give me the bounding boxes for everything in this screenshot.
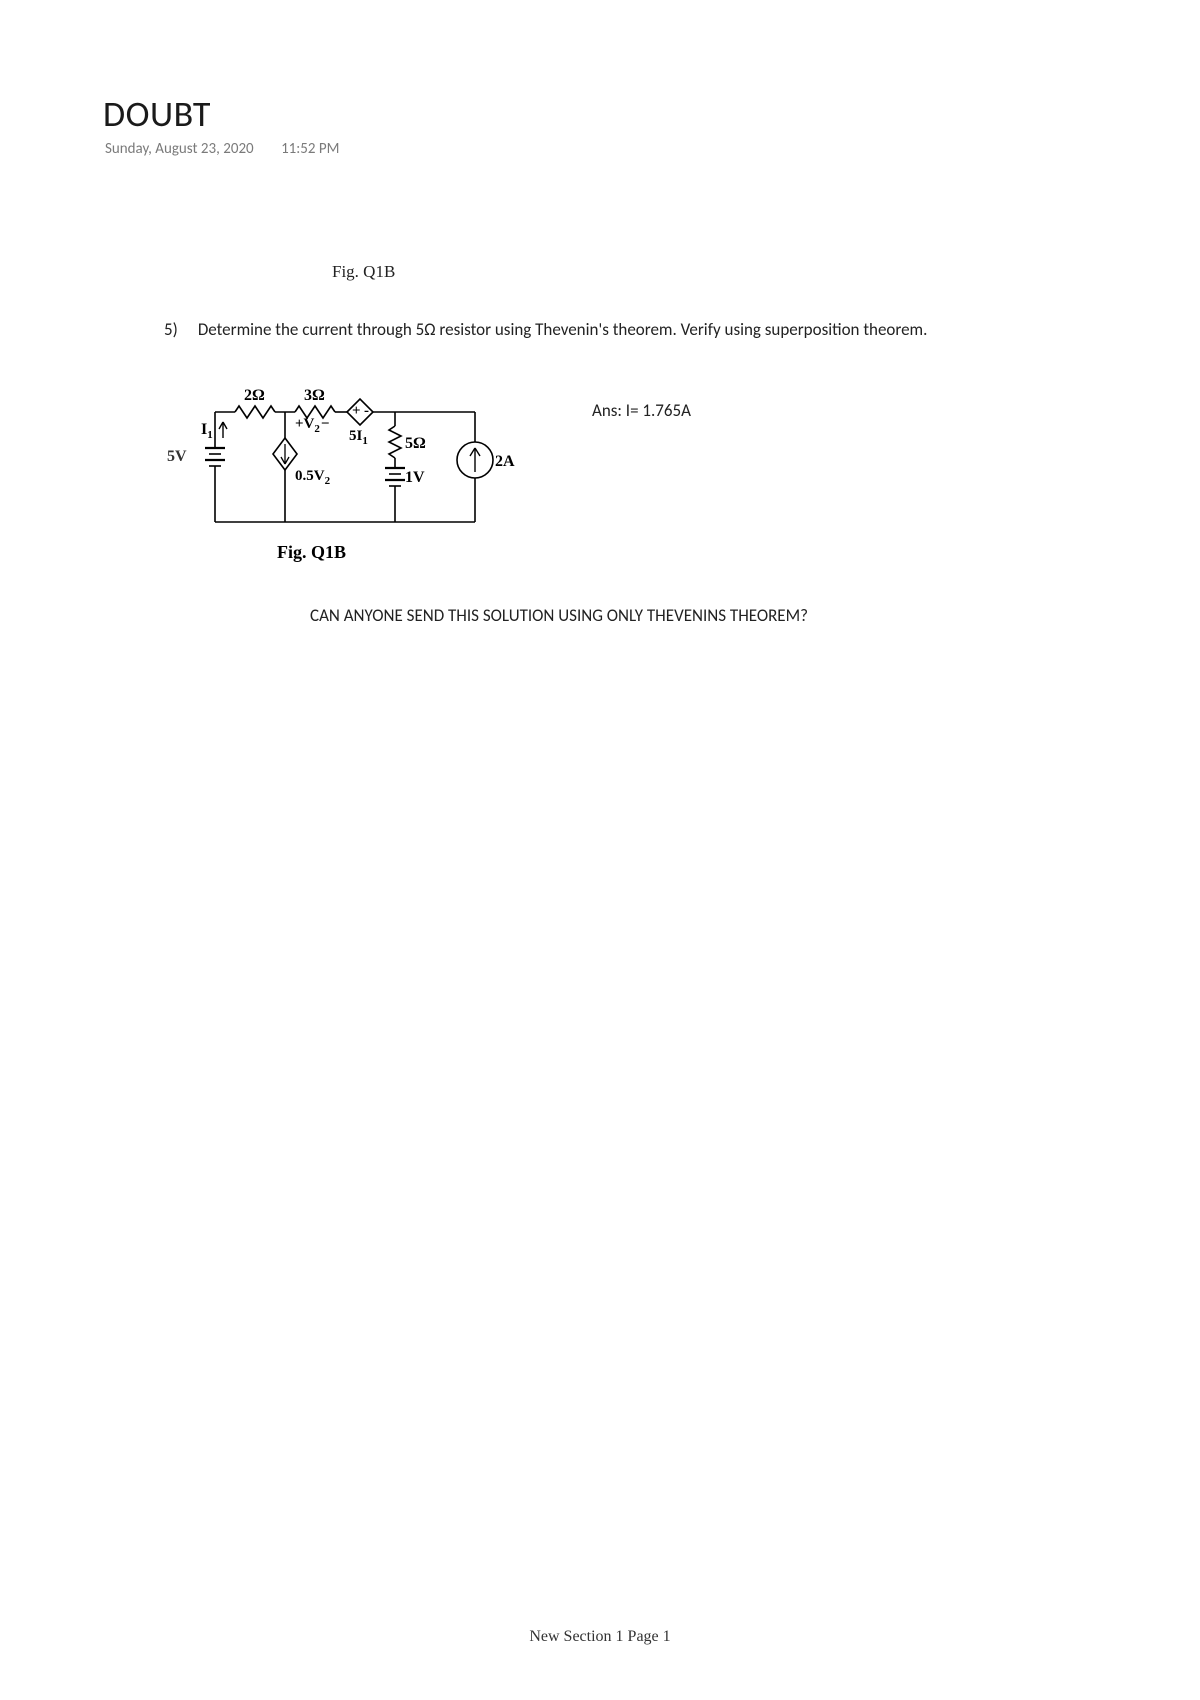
note-time: 11:52 PM xyxy=(281,140,339,158)
svg-text:-: - xyxy=(364,403,369,419)
question-number: 5) xyxy=(164,318,194,342)
note-meta: Sunday, August 23, 2020 11:52 PM xyxy=(105,140,339,158)
answer-text: Ans: I= 1.765A xyxy=(592,400,691,421)
question-text: Determine the current through 5Ω resisto… xyxy=(198,318,938,342)
svg-text:+: + xyxy=(352,403,361,419)
v2-label: +V2− xyxy=(295,416,329,435)
v1-label: 1V xyxy=(405,469,425,486)
page-footer: New Section 1 Page 1 xyxy=(0,1628,1200,1646)
r1-label: 2Ω xyxy=(244,387,265,404)
figure-caption: Fig. Q1B xyxy=(277,542,346,563)
v5-outside: 5V xyxy=(167,448,187,466)
circuit-diagram: + - xyxy=(195,382,535,552)
i2a-label: 2A xyxy=(495,453,515,470)
user-note: CAN ANYONE SEND THIS SOLUTION USING ONLY… xyxy=(310,605,808,626)
note-date: Sunday, August 23, 2020 xyxy=(105,140,254,158)
question-block: 5) Determine the current through 5Ω resi… xyxy=(164,318,964,342)
figure-label-top: Fig. Q1B xyxy=(332,262,395,282)
dep2-label: 5I1 xyxy=(349,428,368,447)
r2-label: 3Ω xyxy=(304,387,325,404)
r3-label: 5Ω xyxy=(405,435,426,452)
page-title: DOUBT xyxy=(103,92,211,136)
dep1-label: 0.5V2 xyxy=(295,468,331,487)
i1-label: I1 xyxy=(201,421,213,441)
